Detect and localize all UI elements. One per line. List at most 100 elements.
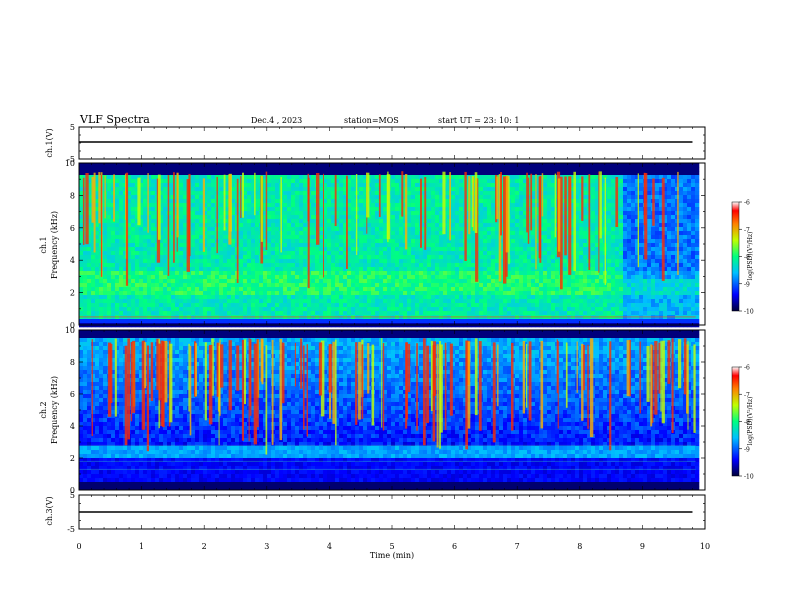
- burst-streak: [382, 343, 385, 431]
- x-tick-label: 1: [139, 542, 144, 551]
- burst-streak: [430, 340, 433, 411]
- y-tick-label: 5: [70, 491, 75, 500]
- burst-streak: [125, 172, 129, 286]
- burst-streak: [260, 175, 263, 242]
- burst-streak: [526, 172, 528, 233]
- burst-streak: [538, 176, 542, 259]
- burst-streak: [366, 172, 370, 218]
- burst-streak: [449, 343, 453, 416]
- burst-streak: [211, 338, 214, 396]
- burst-streak: [560, 176, 563, 290]
- ch2-spectrogram-ylabel: Frequency (kHz): [50, 376, 59, 444]
- ch1-waveform-ylabel: ch.1(V): [45, 128, 54, 157]
- colorbar-tick-label: -9: [744, 281, 750, 288]
- burst-streak: [541, 173, 544, 217]
- burst-streak: [565, 342, 568, 408]
- burst-streak: [495, 174, 498, 223]
- burst-streak: [208, 344, 213, 425]
- burst-streak: [204, 342, 207, 421]
- x-tick-label: 6: [452, 542, 457, 551]
- burst-streak: [420, 178, 422, 248]
- burst-streak: [241, 339, 244, 441]
- burst-streak: [306, 344, 308, 437]
- burst-streak: [387, 171, 389, 242]
- burst-streak: [279, 338, 283, 441]
- burst-streak: [265, 171, 268, 250]
- x-axis-label: Time (min): [370, 551, 414, 560]
- burst-streak: [367, 343, 370, 394]
- burst-streak: [604, 177, 606, 285]
- burst-streak: [526, 343, 528, 408]
- colorbar-tick-label: -6: [744, 365, 750, 372]
- burst-streak: [598, 171, 602, 239]
- burst-streak: [318, 342, 323, 396]
- ch1-spectrogram-ylabel: Frequency (kHz): [50, 211, 59, 279]
- burst-streak: [598, 171, 600, 273]
- burst-streak: [639, 341, 641, 414]
- burst-streak: [195, 343, 197, 397]
- y-tick-label: 2: [70, 289, 75, 298]
- burst-streak: [91, 176, 95, 223]
- burst-streak: [442, 171, 446, 235]
- burst-streak: [218, 345, 220, 446]
- burst-streak: [405, 342, 408, 429]
- colorbar-tick-label: -8: [744, 419, 750, 426]
- burst-streak: [496, 176, 499, 220]
- burst-streak: [626, 340, 630, 397]
- y-tick-label: 10: [65, 159, 75, 168]
- ch3-waveform-ylabel: ch.3(V): [45, 496, 54, 525]
- burst-streak: [216, 176, 218, 254]
- colorbar-tick-label: -7: [744, 392, 750, 399]
- colorbar-tick-label: -6: [744, 200, 750, 207]
- ch2-spectrogram-ylabel-top: ch.2: [39, 401, 48, 418]
- burst-streak: [91, 339, 93, 436]
- burst-streak: [557, 178, 561, 252]
- burst-streak: [522, 341, 525, 414]
- burst-streak: [650, 344, 653, 427]
- burst-streak: [683, 338, 687, 395]
- burst-streak: [109, 343, 113, 403]
- burst-streak: [280, 177, 282, 253]
- burst-streak: [100, 175, 103, 277]
- ch2-colorbar-label: log(PSD)(V²/Hz): [747, 397, 754, 446]
- burst-streak: [141, 340, 145, 430]
- burst-streak: [474, 338, 478, 416]
- burst-streak: [652, 178, 655, 226]
- burst-streak: [167, 175, 170, 276]
- y-tick-label: -5: [67, 525, 75, 534]
- burst-streak: [260, 338, 264, 382]
- burst-streak: [646, 346, 650, 402]
- burst-streak: [242, 172, 244, 218]
- burst-streak: [503, 176, 507, 284]
- burst-streak: [334, 174, 337, 226]
- burst-streak: [589, 338, 594, 438]
- burst-streak: [468, 176, 471, 235]
- burst-streak: [113, 174, 115, 222]
- burst-streak: [130, 342, 133, 422]
- burst-streak: [265, 345, 268, 455]
- burst-streak: [540, 340, 544, 429]
- burst-streak: [150, 342, 154, 401]
- colorbar-tick-label: -7: [744, 227, 750, 234]
- burst-streak: [127, 338, 130, 440]
- burst-streak: [449, 172, 451, 241]
- burst-streak: [686, 344, 689, 414]
- x-axis-ticks: 0 1 2 3 4 5 6 7 8 9 10: [76, 542, 710, 551]
- x-tick-label: 2: [202, 542, 207, 551]
- burst-streak: [587, 344, 589, 429]
- burst-streak: [464, 171, 467, 261]
- burst-streak: [256, 339, 259, 428]
- y-tick-label: 8: [70, 191, 75, 200]
- burst-streak: [98, 172, 101, 224]
- burst-streak: [104, 175, 106, 219]
- burst-streak: [528, 341, 532, 421]
- burst-streak: [188, 173, 191, 257]
- burst-streak: [361, 344, 364, 419]
- burst-streak: [505, 175, 509, 253]
- burst-streak: [158, 343, 161, 401]
- y-tick-label: 4: [70, 422, 75, 431]
- burst-streak: [294, 342, 296, 387]
- burst-streak: [358, 341, 361, 420]
- x-tick-label: 8: [577, 542, 582, 551]
